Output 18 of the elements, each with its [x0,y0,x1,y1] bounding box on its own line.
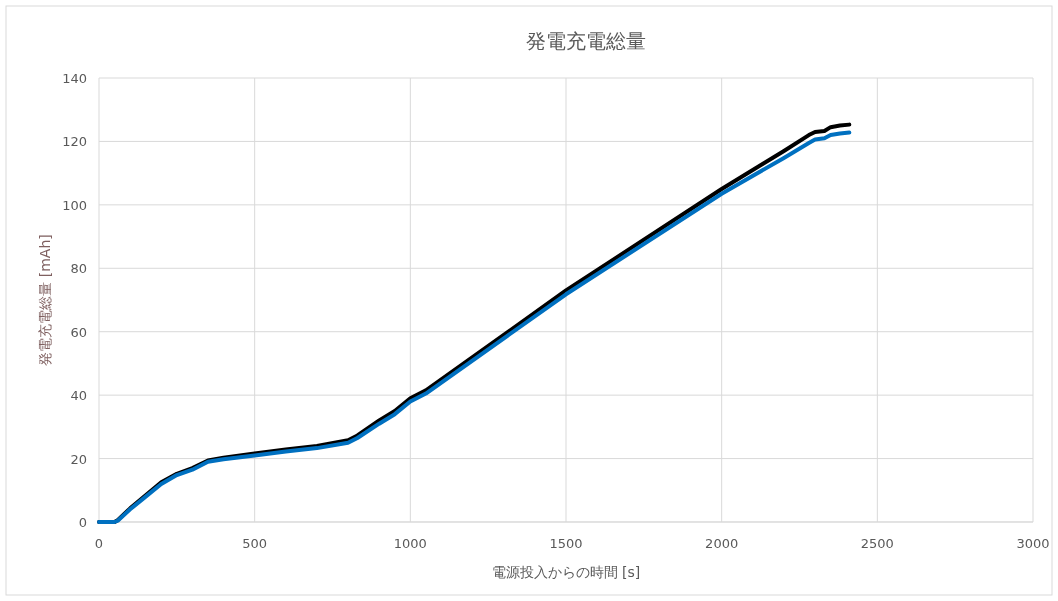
x-tick-label: 0 [94,536,104,551]
x-axis-title: 電源投入からの時間 [s] [491,564,641,580]
y-tick-label: 20 [70,451,87,467]
y-tick-label: 40 [70,388,87,404]
x-tick-label: 2500 [860,536,894,551]
x-tick-label: 1500 [549,536,583,551]
y-tick-label: 120 [62,134,87,150]
chart-title: 発電充電総量 [526,29,646,53]
y-tick-label: 140 [62,71,87,86]
x-tick-label: 500 [242,536,268,551]
x-tick-label: 2000 [705,536,739,551]
y-tick-label: 60 [70,324,87,340]
x-tick-label: 3000 [1016,536,1050,551]
x-tick-label: 1000 [393,536,427,551]
y-tick-label: 0 [78,515,87,530]
y-tick-label: 100 [62,197,87,213]
y-axis-title: 発電充電総量 [mAh] [37,234,53,366]
y-tick-label: 80 [70,261,87,277]
